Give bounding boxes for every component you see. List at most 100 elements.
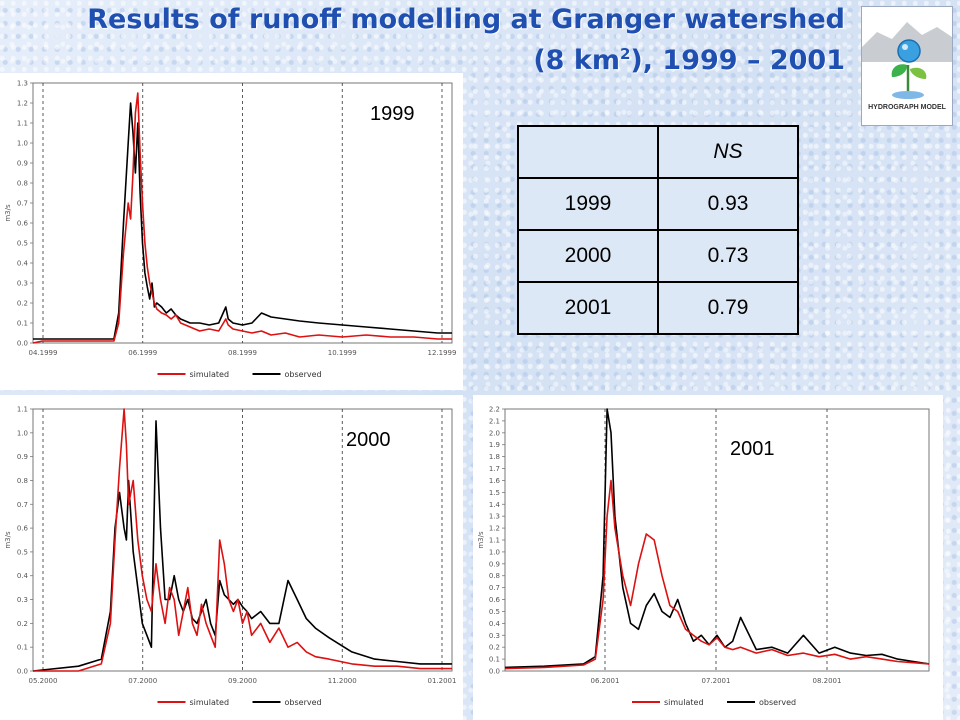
y-tick-label: 0.3: [17, 280, 28, 288]
ns-year-cell: 2000: [517, 229, 659, 283]
table-row: 2001 0.79: [517, 281, 799, 335]
y-axis-label: m3/s: [4, 531, 12, 549]
legend-label-observed: observed: [759, 698, 796, 707]
y-tick-label: 0.1: [17, 644, 28, 652]
y-tick-label: 0.8: [489, 572, 500, 580]
y-tick-label: 1.0: [17, 140, 28, 148]
series-line-observed: [32, 420, 452, 672]
chart-2000: 05.2000 07.2000 09.2000 11.2000 01.2001 0.0 0.…: [4, 406, 457, 708]
y-tick-label: 0.0: [17, 668, 28, 676]
ns-value-cell: 0.79: [657, 281, 799, 335]
y-tick-label: 1.1: [17, 120, 28, 128]
y-tick-label: 1.5: [489, 489, 500, 497]
y-tick-label: 1.8: [489, 453, 500, 461]
y-tick-label: 1.0: [489, 548, 500, 556]
y-tick-label: 0.7: [17, 200, 28, 208]
y-tick-label: 0.4: [17, 572, 29, 580]
series-line-simulated: [33, 408, 452, 672]
x-tick-label: 08.1999: [228, 349, 257, 357]
y-tick-label: 1.6: [489, 477, 501, 485]
legend-label-simulated: simulated: [664, 698, 704, 707]
y-tick-label: 0.8: [17, 477, 28, 485]
y-tick-label: 0.5: [17, 240, 28, 248]
y-tick-label: 0.9: [17, 160, 28, 168]
y-tick-label: 0.2: [489, 644, 500, 652]
series-line-simulated: [504, 479, 930, 670]
ns-table-header-row: NS: [517, 125, 799, 179]
ns-table-header-empty: [517, 125, 659, 179]
y-tick-label: 0.3: [17, 596, 28, 604]
legend-label-observed: observed: [285, 370, 322, 379]
y-tick-label: 0.5: [489, 608, 500, 616]
x-tick-label: 06.1999: [128, 349, 157, 357]
legend-label-observed: observed: [285, 698, 322, 707]
y-tick-label: 0.0: [17, 340, 28, 348]
y-tick-label: 1.2: [17, 100, 28, 108]
chart-2001: 06.2001 07.2001 08.2001 0.0 0.1 0.2 0.3 0.4 0.5 0…: [477, 406, 930, 707]
x-tick-label: 07.2000: [128, 677, 157, 685]
x-tick-label: 05.2000: [29, 677, 58, 685]
ns-table: NS 1999 0.93 2000 0.73 2001 0.79: [517, 125, 799, 335]
y-tick-label: 1.3: [489, 513, 500, 521]
legend-label-simulated: simulated: [190, 698, 230, 707]
y-tick-label: 1.9: [489, 441, 500, 449]
y-tick-label: 0.2: [17, 300, 28, 308]
y-tick-label: 1.1: [489, 537, 500, 545]
title-line-2: (8 km2), 1999 – 2001: [87, 37, 845, 78]
y-tick-label: 0.9: [17, 453, 28, 461]
ns-value-cell: 0.73: [657, 229, 799, 283]
y-tick-label: 0.8: [17, 180, 28, 188]
y-axis-label: m3/s: [477, 531, 485, 549]
x-tick-label: 09.2000: [228, 677, 257, 685]
panel-year-label: 2001: [730, 438, 775, 460]
series-line-observed: [33, 102, 452, 340]
ns-year-cell: 1999: [517, 177, 659, 231]
ns-year-cell: 2001: [517, 281, 659, 335]
y-tick-label: 1.1: [17, 406, 28, 414]
x-tick-label: 08.2001: [813, 677, 842, 685]
y-tick-label: 1.2: [489, 525, 500, 533]
y-tick-label: 2.0: [489, 429, 500, 437]
chart-panel-2000: 05.2000 07.2000 09.2000 11.2000 01.2001 0.0 0.…: [0, 395, 463, 720]
y-axis-label: m3/s: [4, 204, 12, 222]
y-tick-label: 1.4: [489, 501, 501, 509]
y-tick-label: 0.6: [17, 220, 29, 228]
panel-year-label: 1999: [370, 103, 415, 125]
y-tick-label: 0.6: [17, 525, 29, 533]
y-tick-label: 0.4: [489, 620, 501, 628]
y-tick-label: 0.2: [17, 620, 28, 628]
y-tick-label: 0.4: [17, 260, 29, 268]
x-tick-label: 01.2001: [428, 677, 457, 685]
y-tick-label: 0.9: [489, 560, 500, 568]
ns-table-header-ns: NS: [657, 125, 799, 179]
plot-frame: [504, 408, 930, 672]
title-line-2-post: ), 1999 – 2001: [630, 45, 845, 76]
title-line-2-pre: (8 km: [533, 45, 620, 76]
panel-year-label: 2000: [346, 429, 391, 451]
y-tick-label: 2.1: [489, 417, 500, 425]
y-tick-label: 1.3: [17, 80, 28, 88]
y-tick-label: 1.0: [17, 429, 28, 437]
chart-panel-2001: 06.2001 07.2001 08.2001 0.0 0.1 0.2 0.3 0.4 0.5 0…: [473, 395, 943, 720]
hydrograph-model-logo: HYDROGRAPH MODEL: [861, 6, 953, 126]
x-tick-label: 07.2001: [702, 677, 731, 685]
table-row: 1999 0.93: [517, 177, 799, 231]
chart-panel-1999: 04.1999 06.1999 08.1999 10.1999 12.1999 0.0 0.…: [0, 73, 463, 390]
y-tick-label: 0.3: [489, 632, 500, 640]
y-tick-label: 1.7: [489, 465, 500, 473]
y-tick-label: 0.1: [17, 320, 28, 328]
title-line-1: Results of runoff modelling at Granger w…: [87, 4, 845, 35]
y-tick-label: 0.0: [489, 668, 500, 676]
y-tick-label: 0.7: [17, 501, 28, 509]
y-tick-label: 2.2: [489, 406, 500, 414]
x-tick-label: 12.1999: [428, 349, 457, 357]
y-tick-label: 0.5: [17, 548, 28, 556]
logo-caption: HYDROGRAPH MODEL: [868, 104, 947, 111]
x-tick-label: 11.2000: [328, 677, 357, 685]
title-superscript: 2: [619, 45, 631, 63]
table-row: 2000 0.73: [517, 229, 799, 283]
series-line-simulated: [32, 92, 452, 344]
x-tick-label: 10.1999: [328, 349, 357, 357]
chart-1999: 04.1999 06.1999 08.1999 10.1999 12.1999 0.0 0.…: [4, 80, 457, 380]
x-tick-label: 06.2001: [591, 677, 620, 685]
